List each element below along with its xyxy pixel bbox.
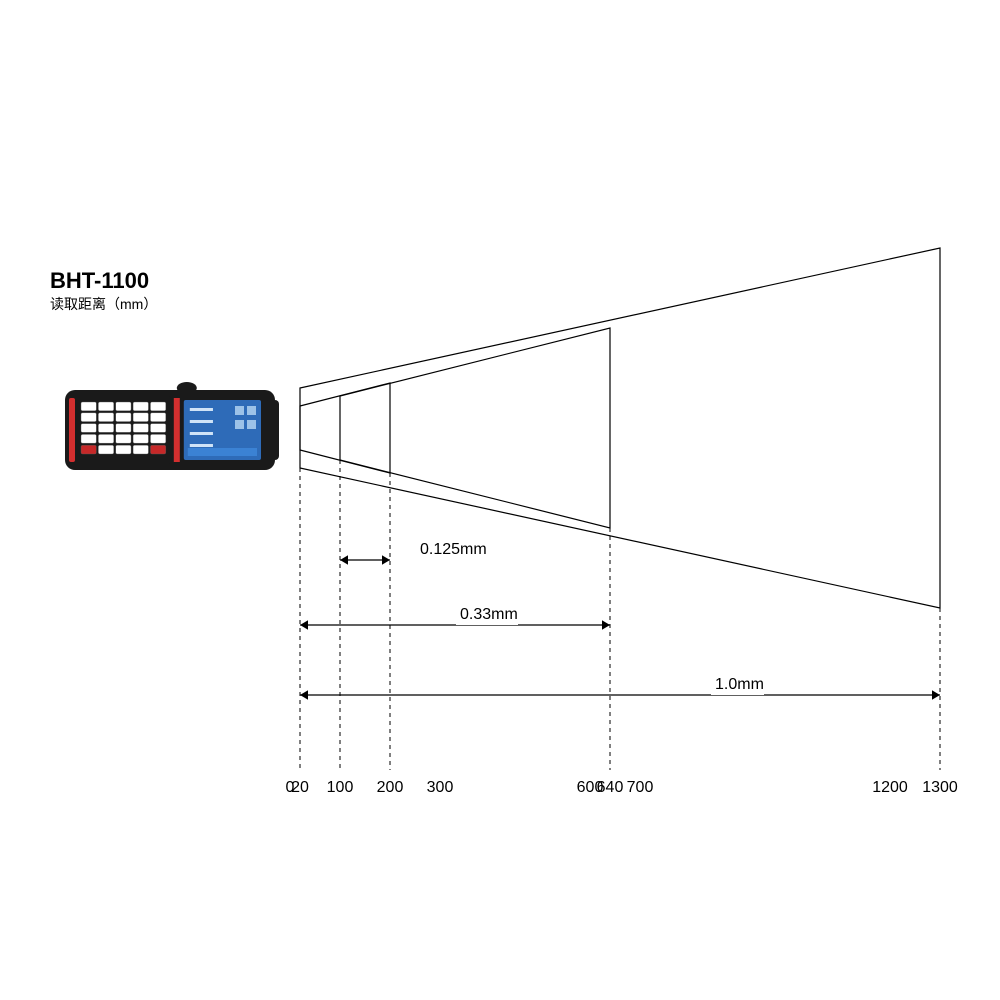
axis-tick-label: 300 [427, 779, 454, 796]
axis-tick-label: 100 [327, 779, 354, 796]
range-label: 0.33mm [460, 606, 518, 623]
axis-tick-label: 20 [291, 779, 309, 796]
reading-cone [340, 328, 610, 528]
axis-tick-label: 200 [377, 779, 404, 796]
axis-tick-label: 1200 [872, 779, 908, 796]
diagram-container: BHT-1100 读取距离（mm） 0.125mm0.33mm1.0mm0201… [0, 0, 1000, 1000]
arrowhead [602, 620, 610, 630]
axis-tick-label: 700 [627, 779, 654, 796]
axis-tick-label: 640 [597, 779, 624, 796]
device-illustration [65, 382, 279, 470]
reading-cone [300, 248, 940, 608]
arrowhead [382, 555, 390, 565]
arrowhead [340, 555, 348, 565]
reading-distance-diagram: 0.125mm0.33mm1.0mm0201002003006006407001… [0, 0, 1000, 1000]
arrowhead [932, 690, 940, 700]
axis-tick-label: 1300 [922, 779, 958, 796]
arrowhead [300, 690, 308, 700]
range-label: 0.125mm [420, 541, 487, 558]
arrowhead [300, 620, 308, 630]
reading-cone [300, 383, 390, 473]
range-label: 1.0mm [715, 676, 764, 693]
